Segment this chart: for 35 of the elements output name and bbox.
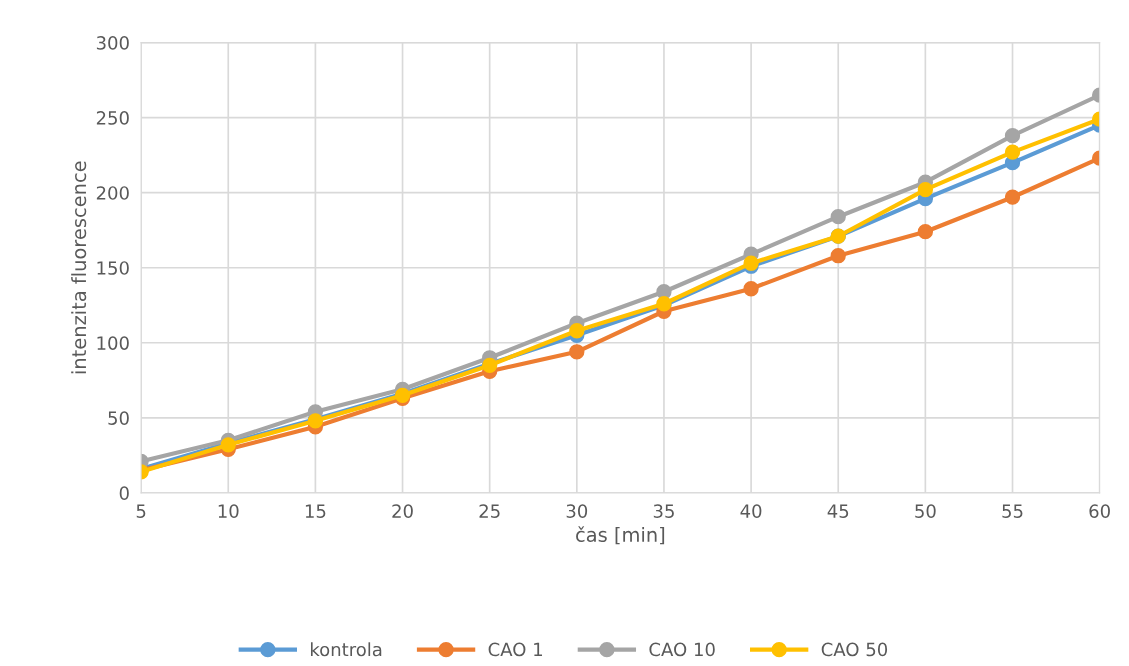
y-tick-label: 200 xyxy=(96,186,129,200)
point xyxy=(917,182,934,198)
point xyxy=(1004,128,1021,144)
x-tick-label: 20 xyxy=(392,504,413,518)
point xyxy=(917,224,934,240)
x-tick-label: 10 xyxy=(218,504,239,518)
point xyxy=(1004,144,1021,160)
x-axis-title: čas [min] xyxy=(576,526,665,545)
y-tick-label: 150 xyxy=(97,261,129,275)
x-tick-label: 25 xyxy=(479,504,500,518)
legend-label: CAO 10 xyxy=(649,642,715,657)
y-tick-label: 250 xyxy=(96,111,129,125)
x-tick-label: 40 xyxy=(740,504,762,518)
x-tick-label: 35 xyxy=(653,504,674,518)
x-tick-label: 5 xyxy=(136,504,146,518)
y-tick-label: 300 xyxy=(96,36,129,50)
point xyxy=(743,281,759,297)
legend-label: kontrola xyxy=(310,642,382,657)
x-tick-label: 55 xyxy=(1002,504,1023,518)
y-axis-title: intenzita fluorescence xyxy=(71,161,87,374)
point xyxy=(569,323,585,339)
x-tick-label: 50 xyxy=(915,504,936,518)
x-tick-label: 15 xyxy=(305,504,326,518)
point xyxy=(830,248,846,264)
y-tick-label: 100 xyxy=(97,336,129,350)
point xyxy=(830,209,846,225)
point xyxy=(569,344,585,360)
x-tick-label: 45 xyxy=(827,504,849,518)
legend-label: CAO 1 xyxy=(488,642,542,657)
y-tick-label: 50 xyxy=(108,411,129,425)
point xyxy=(1004,189,1021,205)
legend-label: CAO 50 xyxy=(821,642,888,657)
y-tick-label: 0 xyxy=(119,486,129,500)
x-tick-label: 60 xyxy=(1089,504,1110,518)
x-tick-label: 30 xyxy=(566,504,588,518)
